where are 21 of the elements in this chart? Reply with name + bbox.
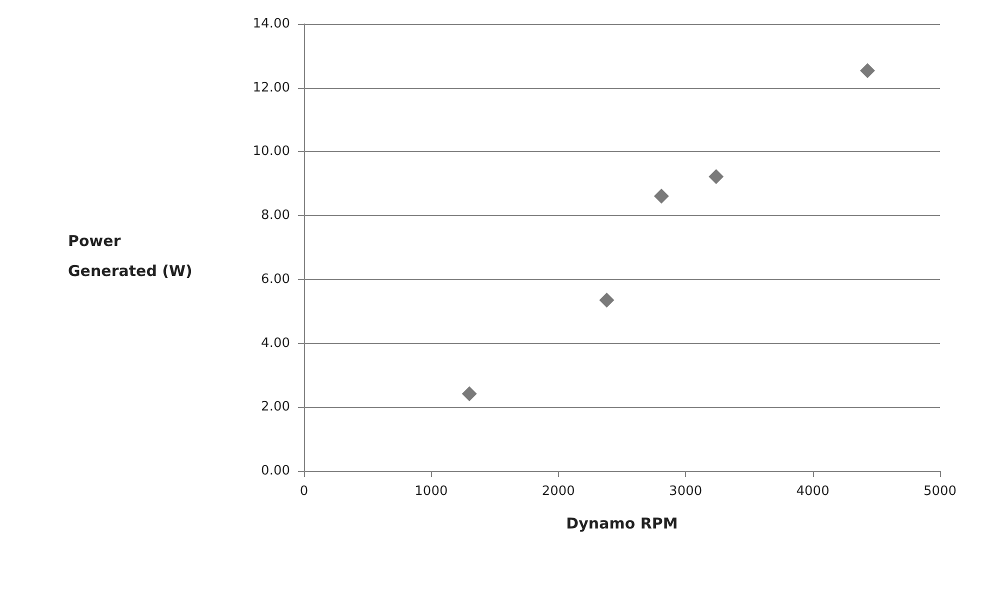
point: [708, 169, 724, 184]
point: [860, 63, 875, 78]
x-tick-label: 1000: [414, 484, 448, 499]
y-tick-label: 2.00: [261, 400, 290, 415]
x-tick-label: 4000: [796, 484, 830, 499]
y-tick-label: 4.00: [261, 336, 290, 351]
x-tick-label: 0: [300, 484, 308, 499]
y-tick-label: 6.00: [261, 272, 290, 287]
point: [599, 292, 614, 308]
x-tick-label: 5000: [923, 484, 957, 499]
x-tick-label: 2000: [542, 484, 575, 499]
point: [654, 188, 669, 204]
y-axis-title: Power Generated (W): [68, 232, 192, 280]
x-axis-title: Dynamo RPM: [566, 514, 678, 532]
y-tick-label: 10.00: [252, 144, 290, 160]
y-tick-label: 12.00: [252, 80, 290, 96]
y-tick-label: 8.00: [261, 208, 290, 224]
y-tick-label: 14.00: [252, 16, 290, 32]
point: [462, 386, 477, 402]
y-tick-label: 0.00: [261, 464, 290, 478]
x-tick-label: 3000: [669, 484, 702, 499]
